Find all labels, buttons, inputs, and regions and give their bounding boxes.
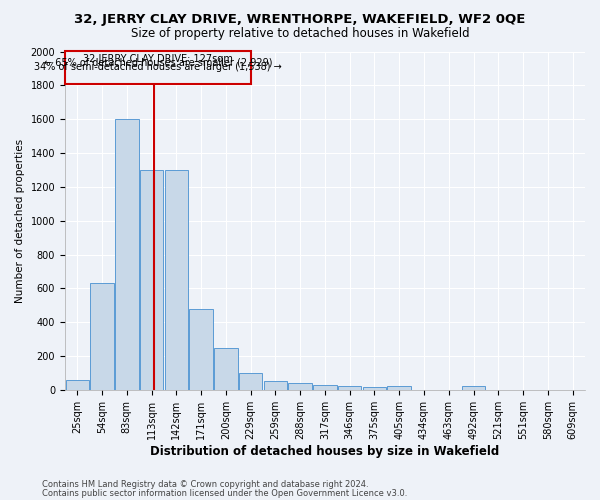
Text: Contains HM Land Registry data © Crown copyright and database right 2024.: Contains HM Land Registry data © Crown c…: [42, 480, 368, 489]
Bar: [239, 373, 262, 390]
Bar: [388, 386, 411, 390]
Y-axis label: Number of detached properties: Number of detached properties: [15, 138, 25, 302]
Text: ← 65% of detached houses are smaller (2,929): ← 65% of detached houses are smaller (2,…: [44, 58, 272, 68]
Text: Contains public sector information licensed under the Open Government Licence v3: Contains public sector information licen…: [42, 489, 407, 498]
Text: 32 JERRY CLAY DRIVE: 127sqm: 32 JERRY CLAY DRIVE: 127sqm: [83, 54, 233, 64]
Text: 32, JERRY CLAY DRIVE, WRENTHORPE, WAKEFIELD, WF2 0QE: 32, JERRY CLAY DRIVE, WRENTHORPE, WAKEFI…: [74, 12, 526, 26]
Bar: [313, 385, 337, 390]
Bar: [65, 52, 251, 84]
Bar: [164, 170, 188, 390]
Bar: [190, 308, 213, 390]
Bar: [214, 348, 238, 390]
Bar: [263, 380, 287, 390]
Bar: [462, 386, 485, 390]
Bar: [90, 284, 114, 390]
Bar: [338, 386, 361, 390]
Bar: [115, 119, 139, 390]
Bar: [363, 388, 386, 390]
Text: Size of property relative to detached houses in Wakefield: Size of property relative to detached ho…: [131, 28, 469, 40]
Bar: [289, 383, 312, 390]
Bar: [140, 170, 163, 390]
X-axis label: Distribution of detached houses by size in Wakefield: Distribution of detached houses by size …: [151, 444, 500, 458]
Bar: [65, 380, 89, 390]
Text: 34% of semi-detached houses are larger (1,538) →: 34% of semi-detached houses are larger (…: [34, 62, 282, 72]
